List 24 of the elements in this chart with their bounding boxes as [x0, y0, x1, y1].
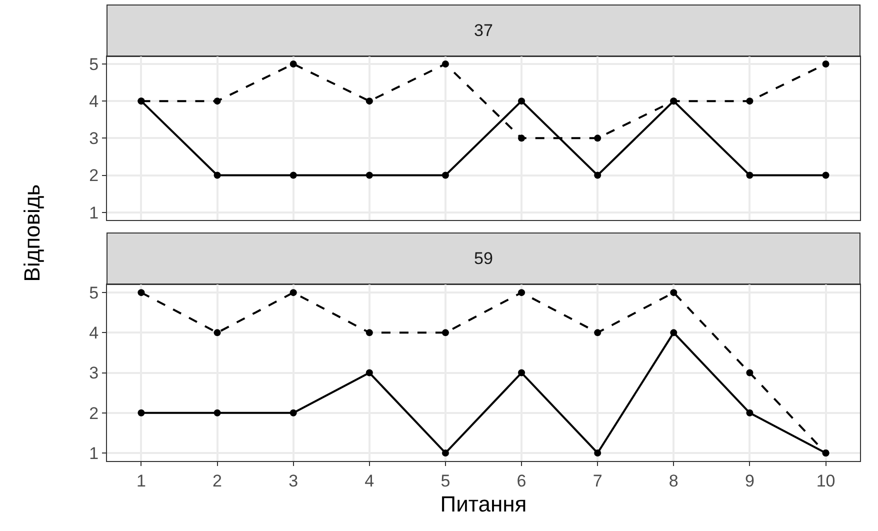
x-tick-label: 6	[516, 471, 526, 490]
y-tick-label: 2	[89, 166, 99, 186]
x-tick-label: 10	[816, 471, 836, 490]
x-tick-label: 4	[364, 471, 374, 490]
chart-title: 59	[474, 249, 493, 268]
chart-title: 37	[474, 21, 493, 40]
y-tick-label: 4	[89, 92, 99, 112]
y-tick-label: 3	[89, 129, 99, 148]
x-tick-label: 9	[744, 471, 754, 490]
x-tick-label: 1	[136, 471, 146, 490]
x-tick-label: 3	[288, 471, 298, 490]
y-tick-label: 5	[89, 284, 99, 303]
x-axis-title: Питання	[440, 491, 527, 516]
y-tick-label: 1	[89, 444, 99, 463]
y-tick-label: 3	[89, 364, 99, 383]
y-tick-label: 4	[89, 324, 99, 343]
x-tick-label: 8	[668, 471, 678, 490]
y-tick-label: 2	[89, 404, 99, 423]
x-tick-label: 2	[212, 471, 222, 490]
x-tick-label: 7	[592, 471, 602, 490]
x-tick-label: 5	[440, 471, 450, 490]
y-axis-title: Відповідь	[20, 184, 45, 282]
y-tick-label: 5	[89, 54, 99, 74]
y-tick-label: 1	[89, 203, 99, 222]
